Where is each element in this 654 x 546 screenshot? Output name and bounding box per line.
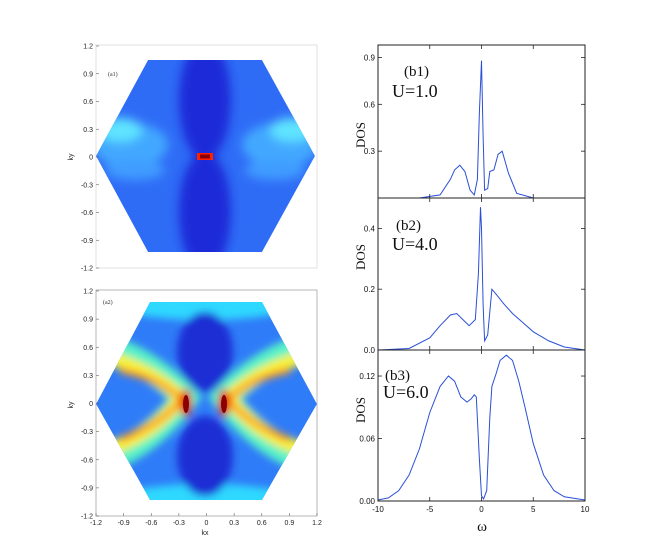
panel-a1: 1.2 0.9 0.6 0.3 0 -0.3 -0.6 -0.9 -1.2 ky (a1) [68, 44, 318, 273]
x-tick-label: -10 [372, 505, 384, 514]
panel-b3-x-ticks: -10 -5 0 5 10 [372, 350, 590, 514]
y-tick-label: -0.3 [81, 182, 93, 189]
y-tick-label: 0 [89, 155, 93, 162]
panel-a2: 1.2 0.9 0.6 0.3 0 -0.3 -0.6 -0.9 -1.2 -1.2 -0.9 -0… [68, 289, 322, 538]
panel-b3-dos-line [377, 354, 586, 501]
panel-b1-ylabel: DOS [353, 122, 368, 148]
panel-a2-heatmap [96, 302, 317, 500]
panel-b3-y-ticks: 0.00 0.06 0.12 [359, 372, 585, 506]
panel-b1: 0.3 0.6 0.9 (b1) U=1.0 DOS [353, 44, 586, 199]
x-tick-label: -1.2 [90, 520, 102, 527]
panel-b1-label: (b1) [404, 64, 429, 80]
y-tick-label: 0 [89, 401, 93, 408]
x-tick-label: 5 [531, 505, 536, 514]
panel-b3-xlabel: ω [477, 519, 487, 535]
y-tick-label: 0.9 [364, 53, 376, 62]
panel-a2-label: (a2) [103, 299, 113, 306]
y-tick-label: 0.6 [83, 345, 93, 352]
y-tick-label: 0.00 [359, 497, 375, 506]
panel-b1-dos-line [419, 60, 585, 199]
y-tick-label: 0.3 [83, 127, 93, 134]
y-tick-label: 0.3 [364, 147, 376, 156]
panel-b2-dos-line [377, 207, 586, 351]
y-tick-label: 0.2 [364, 285, 376, 294]
panel-a1-heatmap [96, 60, 315, 252]
panel-b2-label: (b2) [396, 218, 421, 234]
x-tick-label: 10 [581, 505, 590, 514]
panel-a2-ylabel: ky [68, 401, 75, 409]
panel-a2-x-ticks: -1.2 -0.9 -0.6 -0.3 0 0.3 0.6 0.9 1.2 [90, 513, 322, 527]
y-tick-label: -1.2 [81, 266, 93, 273]
x-tick-label: 0.9 [285, 520, 295, 527]
y-tick-label: -0.9 [81, 485, 93, 492]
x-tick-label: -5 [426, 505, 434, 514]
y-tick-label: -1.2 [81, 514, 93, 521]
y-tick-label: 0.9 [83, 317, 93, 324]
y-tick-label: 0.0 [364, 346, 376, 355]
x-tick-label: -0.6 [145, 520, 157, 527]
y-tick-label: -0.6 [81, 457, 93, 464]
panel-b2: 0.0 0.2 0.4 (b2) U=4.0 DOS [353, 197, 586, 355]
panel-b1-y-ticks: 0.3 0.6 0.9 [364, 53, 585, 156]
y-tick-label: 0.4 [364, 224, 376, 233]
x-tick-label: 1.2 [312, 520, 322, 527]
panel-b3-label: (b3) [385, 368, 410, 384]
panel-b2-annotation: U=4.0 [392, 234, 438, 254]
x-tick-label: 0 [205, 520, 209, 527]
y-tick-label: 0.6 [364, 100, 376, 109]
panel-b2-ylabel: DOS [353, 244, 368, 270]
y-tick-label: -0.6 [81, 210, 93, 217]
panel-b1-annotation: U=1.0 [392, 81, 438, 101]
panel-a1-ylabel: ky [68, 153, 75, 161]
y-tick-label: 0.12 [359, 372, 375, 381]
panel-b2-x-tickmarks [377, 198, 586, 350]
panel-a1-y-ticks: 1.2 0.9 0.6 0.3 0 -0.3 -0.6 -0.9 -1.2 [81, 44, 99, 273]
y-tick-label: 0.06 [359, 435, 375, 444]
panel-a2-xlabel: kx [202, 530, 210, 537]
y-tick-label: 1.2 [83, 44, 93, 51]
panel-a2-y-ticks: 1.2 0.9 0.6 0.3 0 -0.3 -0.6 -0.9 -1.2 [81, 289, 99, 521]
y-tick-label: -0.3 [81, 429, 93, 436]
x-tick-label: -0.3 [173, 520, 185, 527]
panel-b1-x-tickmarks [377, 45, 586, 198]
panel-b3-annotation: U=6.0 [383, 382, 429, 402]
panel-b3: 0.00 0.06 0.12 -10 -5 0 5 10 (b3) U=6.0 DOS ω [353, 349, 590, 535]
y-tick-label: 0.3 [83, 373, 93, 380]
x-tick-label: 0.6 [257, 520, 267, 527]
panel-b3-ylabel: DOS [353, 397, 368, 423]
y-tick-label: -0.9 [81, 238, 93, 245]
x-tick-label: 0 [479, 505, 484, 514]
y-tick-label: 0.6 [83, 99, 93, 106]
x-tick-label: 0.3 [229, 520, 239, 527]
y-tick-label: 0.9 [83, 71, 93, 78]
y-tick-label: 1.2 [83, 289, 93, 296]
panel-a1-frame [95, 44, 318, 269]
x-tick-label: -0.9 [118, 520, 130, 527]
panel-a1-label: (a1) [108, 71, 118, 78]
